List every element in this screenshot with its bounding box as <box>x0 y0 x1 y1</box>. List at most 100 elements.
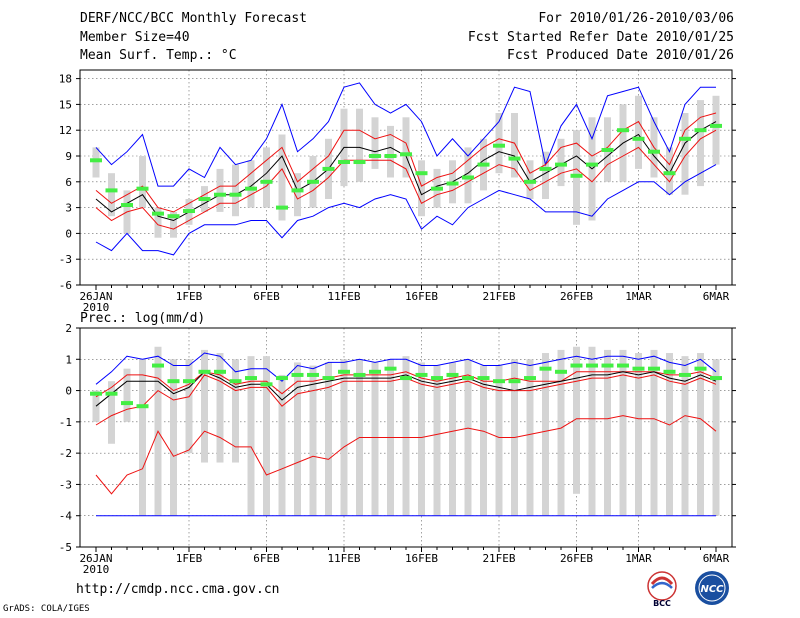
temp-spread-box <box>294 173 301 217</box>
prec-spread-box <box>185 359 193 454</box>
member-size-label: Member Size=40 <box>80 30 190 45</box>
temp-median-mark <box>431 186 443 191</box>
prec-spread-box <box>201 349 208 463</box>
prec-median-mark <box>214 369 226 374</box>
prec-xtick-label: 26FEB <box>560 552 593 565</box>
prec-median-mark <box>384 366 397 371</box>
temp-median-mark <box>555 162 567 167</box>
temp-median-mark <box>229 192 242 197</box>
prec-xtick-label: 26JAN <box>79 552 112 565</box>
temp-median-mark <box>105 188 118 193</box>
prec-line-max <box>95 352 717 385</box>
temp-spread-box <box>542 151 549 199</box>
temp-ytick-label: -6 <box>59 279 72 292</box>
temp-median-mark <box>632 136 645 141</box>
prec-spread-box <box>294 362 301 516</box>
prec-spread-box <box>371 362 379 516</box>
prec-spread-box <box>309 365 317 516</box>
temp-median-mark <box>384 154 397 158</box>
temp-median-mark <box>276 205 288 210</box>
ncc-logo-text: NCC <box>700 584 724 595</box>
prec-median-mark <box>353 372 366 377</box>
temp-xtick-label: 6MAR <box>703 290 730 303</box>
temp-spread-box <box>263 147 270 208</box>
prec-median-mark <box>183 379 195 384</box>
prec-spread-box <box>433 365 441 516</box>
temp-median-mark <box>446 181 459 186</box>
prec-xtick-label: 6FEB <box>253 552 280 565</box>
temp-ytick-label: 18 <box>59 73 72 86</box>
forecast-period-label: For 2010/01/26-2010/03/06 <box>538 11 734 26</box>
grads-credit: GrADS: COLA/IGES <box>3 604 90 614</box>
temp-median-mark <box>679 136 691 141</box>
temp-spread-box <box>170 211 177 238</box>
prec-median-mark <box>694 366 707 371</box>
prec-ytick-label: 1 <box>65 353 72 366</box>
temp-spread-box <box>92 147 100 178</box>
prec-xtick-label: 11FEB <box>327 552 360 565</box>
prec-median-mark <box>679 372 691 377</box>
temp-median-mark <box>152 211 164 216</box>
temp-spread-box <box>356 108 363 182</box>
prec-median-mark <box>663 369 676 374</box>
ncc-logo: NCC <box>695 571 729 605</box>
prec-spread-box <box>635 353 642 516</box>
temp-spread-box <box>418 160 425 217</box>
temp-median-mark <box>245 186 257 191</box>
prec-median-mark <box>415 372 428 377</box>
prec-median-mark <box>508 379 521 384</box>
prec-median-mark <box>338 369 350 374</box>
temp-median-mark <box>539 166 552 171</box>
temp-spread-box <box>387 125 394 178</box>
prec-median-mark <box>431 376 443 381</box>
source-url[interactable]: http://cmdp.ncc.cma.gov.cn <box>76 582 280 597</box>
prec-spread-box <box>247 356 255 516</box>
temp-spread-box <box>666 147 673 195</box>
temp-spread-box <box>247 160 255 208</box>
temp-ytick-label: 12 <box>59 124 72 137</box>
prec-median-mark <box>276 376 288 381</box>
prec-spread-box <box>557 349 565 516</box>
prec-median-mark <box>322 376 335 381</box>
prec-spread-box <box>402 356 410 516</box>
prec-spread-box <box>232 359 239 463</box>
temp-spread-box <box>635 95 642 169</box>
prec-spread-box <box>666 353 673 516</box>
prec-spread-box <box>340 359 348 516</box>
temp-median-mark <box>508 156 521 161</box>
prec-spread-box <box>216 353 224 463</box>
prec-xtick-label: 16FEB <box>405 552 438 565</box>
prec-spread-box <box>108 381 115 444</box>
temp-median-mark <box>307 179 319 184</box>
temp-xtick-label: 26JAN <box>79 290 112 303</box>
temp-median-mark <box>322 166 335 171</box>
prec-panel-title: Prec.: log(mm/d) <box>80 311 205 326</box>
temp-spread-box <box>139 156 146 208</box>
temp-line-p10 <box>95 129 717 230</box>
temp-spread-box <box>511 113 518 178</box>
temp-median-mark <box>90 158 102 163</box>
prec-median-mark <box>105 391 118 396</box>
prec-spread-box <box>573 346 580 494</box>
prec-ytick-label: -1 <box>59 416 72 429</box>
prec-median-mark <box>586 363 598 368</box>
temp-spread-box <box>278 134 286 221</box>
prec-spread-box <box>697 353 704 516</box>
prec-spread-box <box>495 365 503 516</box>
temp-median-mark <box>493 143 505 148</box>
temp-xtick-year-label: 2010 <box>83 301 110 314</box>
prec-xtick-year-label: 2010 <box>83 563 110 576</box>
prec-median-mark <box>291 372 304 377</box>
temp-ytick-label: 3 <box>65 202 72 215</box>
prec-median-mark <box>555 369 567 374</box>
prec-median-mark <box>617 363 629 368</box>
temp-xtick-label: 16FEB <box>405 290 438 303</box>
temp-line-min <box>95 164 717 256</box>
prec-spread-box <box>480 365 487 516</box>
prec-median-mark <box>400 376 412 381</box>
temp-spread-box <box>402 117 410 178</box>
prec-ytick-label: 0 <box>65 385 72 398</box>
prec-spread-box <box>464 359 472 516</box>
